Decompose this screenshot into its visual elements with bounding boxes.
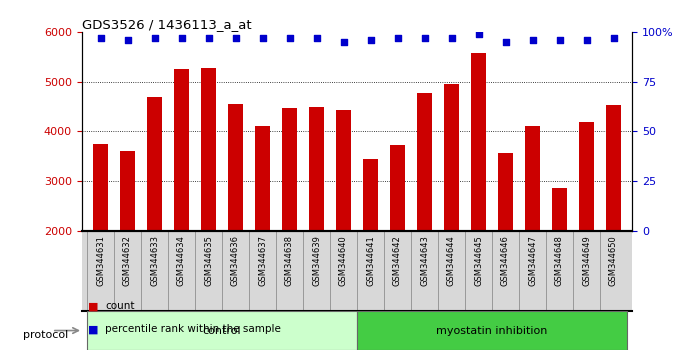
- Text: ■: ■: [88, 301, 99, 311]
- Bar: [174, 69, 189, 331]
- Point: [149, 35, 160, 41]
- Text: GSM344646: GSM344646: [501, 235, 510, 286]
- Point: [554, 37, 565, 42]
- Bar: [336, 110, 351, 331]
- Text: GSM344650: GSM344650: [609, 235, 618, 286]
- Point: [311, 35, 322, 41]
- Text: GDS3526 / 1436113_a_at: GDS3526 / 1436113_a_at: [82, 18, 251, 31]
- Bar: [255, 126, 270, 331]
- Point: [446, 35, 457, 41]
- Bar: [552, 188, 567, 331]
- Text: GSM344635: GSM344635: [204, 235, 213, 286]
- Bar: [444, 84, 459, 331]
- Bar: [363, 159, 378, 331]
- Bar: [228, 104, 243, 331]
- Bar: [201, 68, 216, 331]
- Text: GSM344636: GSM344636: [231, 235, 240, 286]
- Point: [176, 35, 187, 41]
- Text: control: control: [203, 326, 241, 336]
- Text: GSM344645: GSM344645: [474, 235, 483, 286]
- Text: protocol: protocol: [22, 330, 68, 339]
- Point: [230, 35, 241, 41]
- Bar: [417, 93, 432, 331]
- Text: ■: ■: [88, 324, 99, 334]
- Point: [338, 39, 349, 45]
- Text: GSM344643: GSM344643: [420, 235, 429, 286]
- Bar: [525, 126, 540, 331]
- Bar: [390, 145, 405, 331]
- Point: [392, 35, 403, 41]
- Point: [365, 37, 376, 42]
- Text: myostatin inhibition: myostatin inhibition: [437, 326, 547, 336]
- Point: [284, 35, 295, 41]
- Point: [473, 31, 484, 37]
- Text: GSM344638: GSM344638: [285, 235, 294, 286]
- Text: GSM344644: GSM344644: [447, 235, 456, 286]
- Bar: [87, 311, 357, 350]
- Point: [419, 35, 430, 41]
- Text: GSM344639: GSM344639: [312, 235, 321, 286]
- Text: GSM344649: GSM344649: [582, 235, 591, 286]
- Text: GSM344642: GSM344642: [393, 235, 402, 286]
- Text: GSM344648: GSM344648: [555, 235, 564, 286]
- Text: GSM344631: GSM344631: [96, 235, 105, 286]
- Bar: [147, 97, 162, 331]
- Text: GSM344641: GSM344641: [366, 235, 375, 286]
- Text: GSM344647: GSM344647: [528, 235, 537, 286]
- Text: count: count: [105, 301, 135, 311]
- Point: [257, 35, 268, 41]
- Text: GSM344634: GSM344634: [177, 235, 186, 286]
- Point: [581, 37, 592, 42]
- Bar: [309, 107, 324, 331]
- Text: GSM344633: GSM344633: [150, 235, 159, 286]
- Text: GSM344632: GSM344632: [123, 235, 132, 286]
- Bar: [93, 144, 108, 331]
- Text: GSM344637: GSM344637: [258, 235, 267, 286]
- Point: [95, 35, 106, 41]
- Point: [500, 39, 511, 45]
- Text: percentile rank within the sample: percentile rank within the sample: [105, 324, 282, 334]
- Point: [122, 37, 133, 42]
- Bar: [282, 108, 297, 331]
- Bar: [606, 105, 621, 331]
- Bar: [120, 152, 135, 331]
- Bar: [357, 311, 627, 350]
- Point: [527, 37, 538, 42]
- Bar: [498, 153, 513, 331]
- Bar: [471, 53, 486, 331]
- Point: [608, 35, 619, 41]
- Bar: [579, 122, 594, 331]
- Point: [203, 35, 214, 41]
- Text: GSM344640: GSM344640: [339, 235, 348, 286]
